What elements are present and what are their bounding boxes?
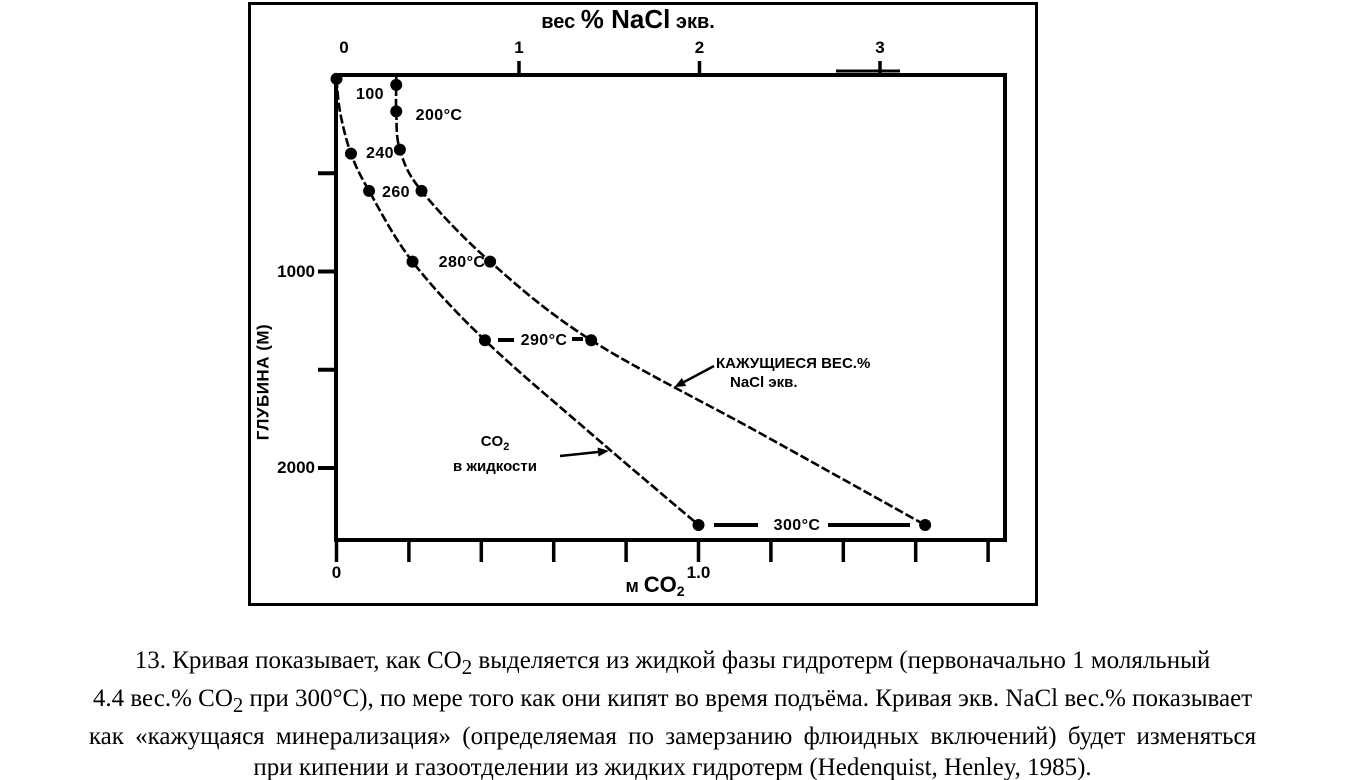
caption-co2-subscript: 2 <box>232 693 244 717</box>
figure-caption: 13. Кривая показывает, как CO2 выделяетс… <box>0 645 1345 780</box>
caption-line-2: 4.4 вес.% CO2 при 300°С), по мере того к… <box>92 685 1253 717</box>
caption-co2-subscript: 2 <box>461 655 473 679</box>
caption-line-4: при кипении и газоотделении из жидких ги… <box>253 754 1092 780</box>
figure-frame <box>248 2 1038 606</box>
caption-line-3: как «кажущаяся минерализация» (определяе… <box>88 723 1257 750</box>
caption-line-1: 13. Кривая показывает, как CO2 выделяетс… <box>134 647 1211 679</box>
